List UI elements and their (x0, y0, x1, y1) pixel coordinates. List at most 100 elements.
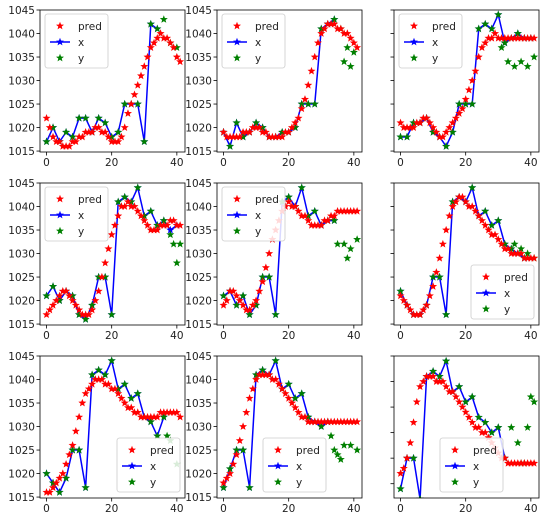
legend-label-x: x (255, 210, 261, 222)
pred-series-point (97, 128, 106, 136)
y-series-point (481, 19, 490, 28)
pred-series-point (330, 211, 339, 220)
y-series-point (523, 249, 532, 257)
pred-series-point (150, 412, 159, 421)
pred-series-point (245, 305, 254, 314)
pred-series-point (232, 450, 241, 459)
pred-series-point (287, 202, 296, 210)
y-series-point (317, 422, 326, 430)
pred-series-point (320, 216, 329, 225)
y-series-point (62, 474, 71, 482)
y-series-point (455, 99, 464, 108)
pred-series-point (242, 128, 251, 136)
y-series-point (42, 291, 51, 300)
y-series-point (271, 356, 280, 365)
pred-series-point (117, 394, 126, 402)
pred-series-point (458, 402, 467, 411)
pred-series-point (248, 301, 257, 309)
pred-series-point (140, 62, 149, 70)
legend-y-marker (482, 304, 490, 313)
pred-series-point (265, 249, 274, 257)
pred-series-point (261, 128, 270, 136)
y-series-point (75, 113, 84, 122)
y-series-point (530, 397, 539, 406)
y-tick-label: 1025 (8, 99, 35, 111)
pred-series-point (62, 459, 71, 468)
pred-series-point (107, 384, 116, 393)
y-series-point (49, 123, 58, 131)
pred-series-point (451, 392, 460, 401)
pred-series-point (42, 113, 51, 122)
pred-series-point (474, 52, 483, 61)
pred-series-point (517, 459, 526, 467)
legend-y-marker (410, 53, 418, 62)
pred-series-point (409, 123, 418, 131)
y-series-point (133, 99, 142, 108)
legend-x-marker (128, 461, 136, 470)
y-tick-label: 1030 (185, 75, 212, 87)
pred-series-point (52, 137, 61, 146)
pred-series-point (346, 417, 355, 426)
pred-series-point (429, 123, 438, 131)
plot-area (219, 15, 362, 150)
pred-series-point (278, 132, 287, 141)
pred-series-point (310, 417, 319, 426)
pred-series-point (455, 397, 464, 406)
pred-series-point (461, 407, 470, 416)
pred-series-point (166, 408, 175, 416)
y-series-point (310, 207, 319, 215)
legend-label-y: y (150, 477, 156, 489)
pred-series-point (49, 483, 58, 492)
legend-y-marker (233, 53, 241, 62)
pred-series-point (55, 291, 64, 300)
legend-label-y: y (432, 53, 438, 65)
legend-pred-marker (233, 194, 241, 203)
y-series-point (219, 483, 228, 492)
pred-series-point (274, 380, 283, 388)
pred-series-point (71, 301, 80, 309)
y-series-point (68, 291, 77, 300)
legend: pred xy (116, 437, 181, 493)
pred-series-point (261, 370, 270, 379)
legend-label-y: y (78, 53, 84, 65)
pred-series-point (104, 244, 113, 253)
y-series-point (455, 382, 464, 391)
y-tick-label: 1030 (185, 248, 212, 260)
subplot-5: 0 20 40 1015 1020 1025 1030 1035 1040 1045 pred xy (185, 178, 363, 342)
y-series-point (252, 118, 261, 127)
pred-series-point (451, 197, 460, 206)
y-series-point (42, 469, 51, 477)
legend-label-x: x (504, 288, 510, 300)
pred-series-point (255, 123, 264, 131)
pred-series-point (101, 258, 110, 267)
pred-series-point (159, 408, 168, 416)
y-tick-label: 1020 (185, 468, 212, 480)
y-series-point (107, 356, 116, 365)
pred-series-point (235, 132, 244, 141)
pred-series-point (110, 384, 119, 393)
y-series-point (163, 431, 172, 440)
y-series-point (42, 137, 51, 146)
x-tick-label: 0 (220, 330, 227, 342)
pred-series-point (252, 375, 261, 383)
pred-series-point (284, 128, 293, 136)
pred-series-point (481, 221, 490, 229)
pred-series-point (261, 263, 270, 272)
pred-series-point (229, 132, 238, 141)
x-tick-label: 20 (105, 330, 118, 342)
pred-series-point (239, 301, 248, 309)
x-tick-label: 40 (347, 330, 360, 342)
pred-series-point (94, 123, 103, 131)
pred-series-point (104, 132, 113, 141)
pred-series-point (166, 38, 175, 47)
legend-label-x: x (432, 37, 438, 49)
y-tick-label: 1030 (8, 75, 35, 87)
subplot-6: 0 20 40 pred xy (390, 182, 540, 342)
pred-series-point (156, 408, 165, 416)
y-series-point (232, 118, 241, 127)
pred-series-point (406, 305, 415, 314)
pred-series-point (291, 202, 300, 210)
y-series-point (304, 99, 313, 108)
y-series-point (120, 99, 129, 108)
pred-series-point (451, 113, 460, 122)
